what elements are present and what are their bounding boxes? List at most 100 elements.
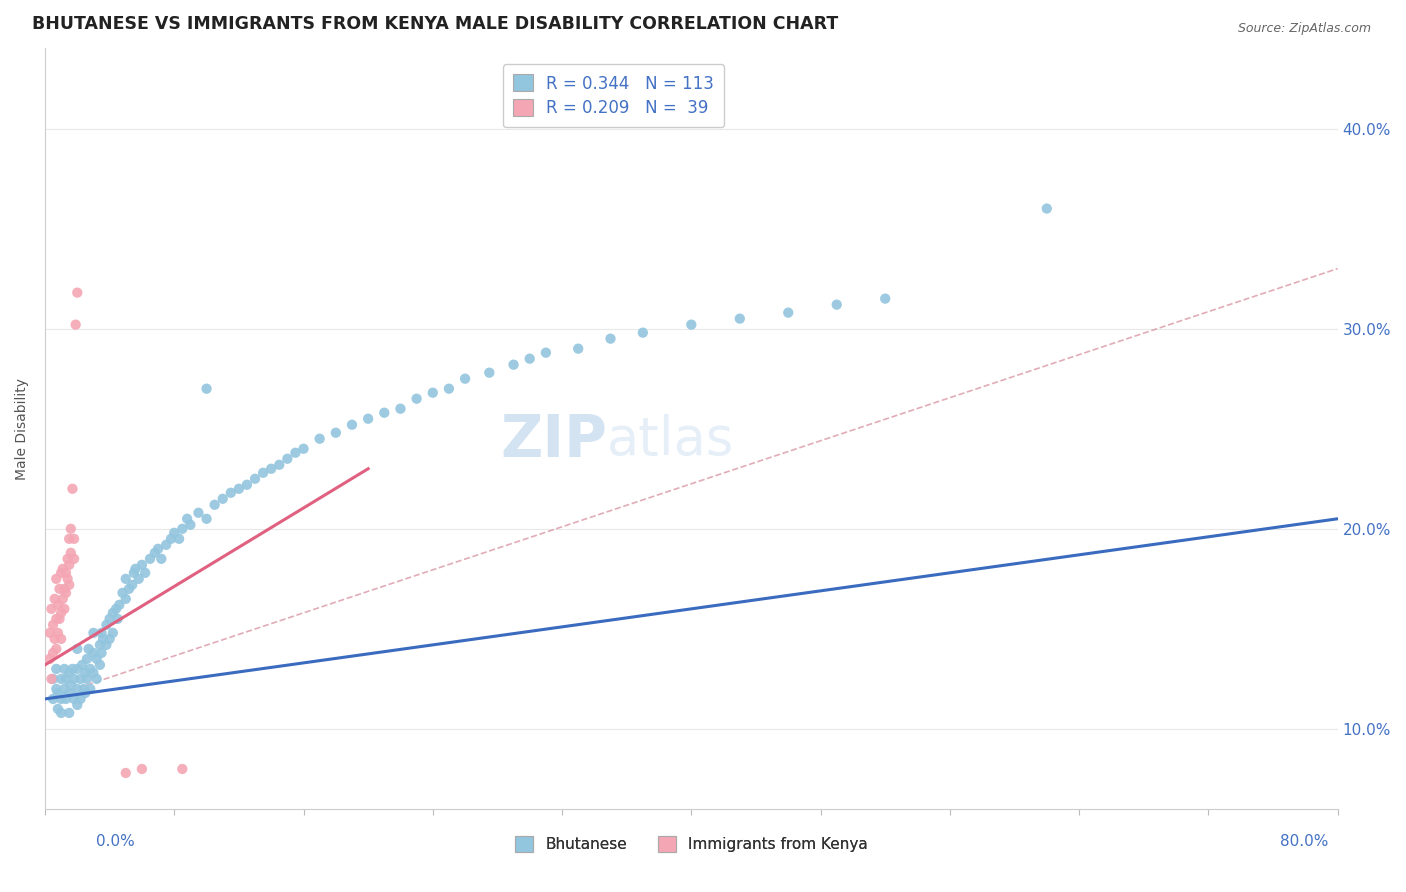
Point — [276, 451, 298, 466]
Point — [98, 632, 121, 646]
Point — [422, 385, 444, 400]
Point — [49, 606, 72, 620]
Point — [118, 582, 141, 596]
Point — [55, 566, 77, 580]
Point — [58, 578, 80, 592]
Point — [45, 572, 67, 586]
Point — [44, 591, 66, 606]
Point — [357, 411, 380, 425]
Point — [325, 425, 347, 440]
Point — [204, 498, 226, 512]
Point — [143, 546, 166, 560]
Point — [86, 652, 108, 666]
Point — [167, 532, 190, 546]
Point — [478, 366, 501, 380]
Point — [114, 572, 136, 586]
Point — [121, 578, 143, 592]
Point — [86, 672, 108, 686]
Point — [187, 506, 209, 520]
Point — [139, 551, 162, 566]
Text: 0.0%: 0.0% — [96, 834, 135, 849]
Text: Source: ZipAtlas.com: Source: ZipAtlas.com — [1237, 22, 1371, 36]
Point — [55, 586, 77, 600]
Point — [114, 766, 136, 780]
Point — [90, 626, 112, 640]
Point — [53, 681, 76, 696]
Point — [124, 562, 146, 576]
Point — [134, 566, 156, 580]
Point — [176, 512, 198, 526]
Point — [66, 698, 89, 712]
Point — [260, 462, 283, 476]
Point — [75, 686, 97, 700]
Point — [58, 706, 80, 720]
Point — [728, 311, 751, 326]
Point — [49, 672, 72, 686]
Point — [58, 558, 80, 572]
Point — [75, 665, 97, 680]
Point — [195, 512, 218, 526]
Point — [160, 532, 183, 546]
Point — [45, 662, 67, 676]
Point — [63, 692, 86, 706]
Point — [56, 572, 79, 586]
Point — [1036, 202, 1059, 216]
Point — [236, 477, 259, 491]
Point — [308, 432, 330, 446]
Point — [567, 342, 589, 356]
Legend: Bhutanese, Immigrants from Kenya: Bhutanese, Immigrants from Kenya — [509, 830, 875, 858]
Point — [252, 466, 274, 480]
Point — [70, 657, 93, 672]
Point — [46, 598, 69, 612]
Point — [59, 522, 82, 536]
Point — [53, 602, 76, 616]
Point — [681, 318, 703, 332]
Point — [519, 351, 541, 366]
Point — [45, 612, 67, 626]
Point — [63, 532, 86, 546]
Point — [150, 551, 173, 566]
Point — [211, 491, 233, 506]
Point — [41, 672, 63, 686]
Point — [42, 672, 65, 686]
Point — [55, 672, 77, 686]
Point — [107, 612, 129, 626]
Point — [53, 582, 76, 596]
Point — [56, 551, 79, 566]
Point — [292, 442, 315, 456]
Point — [131, 558, 153, 572]
Point — [46, 626, 69, 640]
Point — [42, 618, 65, 632]
Point — [128, 572, 150, 586]
Point — [111, 586, 134, 600]
Point — [79, 662, 101, 676]
Text: 80.0%: 80.0% — [1281, 834, 1329, 849]
Text: atlas: atlas — [607, 414, 735, 467]
Point — [82, 665, 104, 680]
Point — [63, 672, 86, 686]
Point — [631, 326, 654, 340]
Point — [46, 686, 69, 700]
Point — [122, 566, 145, 580]
Point — [778, 305, 800, 319]
Point — [53, 662, 76, 676]
Point — [454, 372, 477, 386]
Point — [243, 472, 266, 486]
Point — [131, 762, 153, 776]
Point — [49, 692, 72, 706]
Point — [69, 672, 91, 686]
Point — [55, 692, 77, 706]
Point — [179, 517, 201, 532]
Point — [66, 681, 89, 696]
Point — [195, 382, 218, 396]
Point — [52, 562, 75, 576]
Point — [69, 692, 91, 706]
Point — [49, 566, 72, 580]
Point — [96, 638, 118, 652]
Point — [45, 641, 67, 656]
Point — [599, 332, 621, 346]
Point — [46, 702, 69, 716]
Point — [437, 382, 460, 396]
Point — [79, 681, 101, 696]
Point — [172, 762, 194, 776]
